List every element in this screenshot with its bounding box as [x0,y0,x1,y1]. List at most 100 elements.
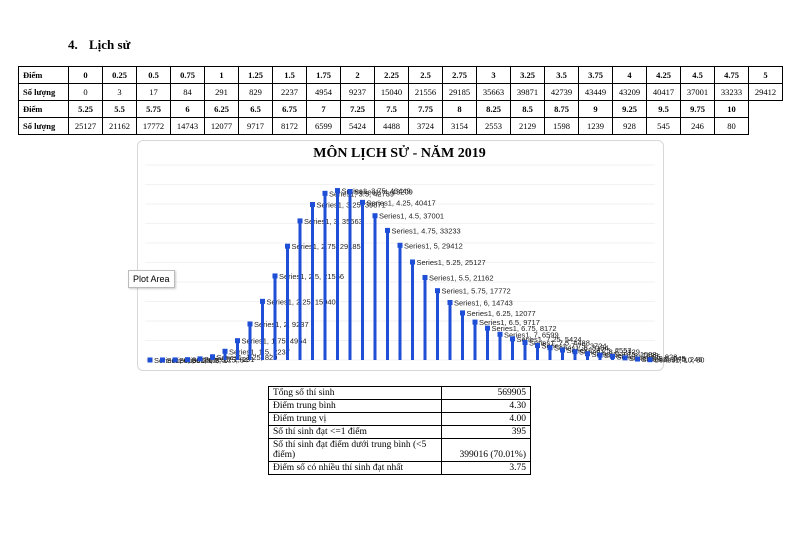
data-label: Series1, 5, 29412 [404,241,463,250]
bar[interactable] [398,245,402,360]
bar[interactable] [448,302,452,360]
bar[interactable] [336,190,339,360]
data-marker [335,188,340,194]
data-marker [585,351,590,357]
data-label: Series1, 1.25, 829 [217,353,278,362]
stats-value: 395 [441,425,531,439]
score-table-cell: 4488 [374,117,409,135]
bar[interactable] [323,193,327,360]
data-label: Series1, 5.25, 25127 [417,258,486,267]
bar[interactable] [386,230,389,360]
bar[interactable] [248,323,252,360]
bar[interactable] [473,322,477,360]
bar[interactable] [536,345,539,360]
score-table-cell: 8172 [272,117,307,135]
data-label: Series1, 1.5, 2237 [229,347,290,356]
data-label: Series1, 6.75, 8172 [492,324,557,333]
stats-label: Điểm số có nhiều thí sinh đạt nhất [268,461,442,475]
data-marker [272,273,278,279]
data-label: Series1, 6.5, 9717 [479,318,540,327]
score-table-cell: 29412 [748,83,783,101]
data-marker [222,348,228,354]
stats-row: Điểm trung vị 4.00 [268,412,531,426]
score-table-cell: 3154 [442,117,477,135]
bar[interactable] [561,350,564,360]
data-label: Series1, 10, 80 [654,356,704,365]
data-marker [422,274,428,280]
data-label: Series1, 9, 1239 [604,351,659,360]
bar[interactable] [223,351,227,360]
bar[interactable] [461,312,464,360]
bar[interactable] [286,246,289,360]
stats-row: Số thí sinh đạt điểm dưới trung bình (<5… [268,438,531,462]
bar[interactable] [573,351,577,360]
bar[interactable] [436,290,439,360]
data-label: Series1, 2, 9237 [254,320,309,329]
data-marker [297,218,303,224]
score-distribution-table: Điểm 0 0.25 0.5 0.75 1 1.25 1.5 1.75 2 2.25 2.5 2.75… [18,66,783,135]
bar[interactable] [311,204,314,360]
data-marker [460,310,465,316]
data-label: Series1, 4.75, 33233 [392,226,461,235]
stats-row: Điểm trung bình 4.30 [268,399,531,413]
data-marker [260,298,265,304]
data-label: Series1, 3, 35663 [304,217,363,226]
data-label: Series1, 5.5, 21162 [429,273,494,282]
chart-title: MÔN LỊCH SỬ - NĂM 2019 [313,146,486,161]
stats-row: Tổng số thí sinh 569905 [268,386,531,400]
data-marker [172,357,178,363]
data-marker [310,202,315,208]
data-marker [360,199,365,205]
data-marker [435,288,440,294]
bar[interactable] [423,277,427,360]
bar[interactable] [586,353,589,360]
score-table-cell: 80 [714,117,749,135]
stats-label: Điểm trung vị [268,412,442,426]
stats-value: 399016 (70.01%) [441,438,531,462]
data-marker [497,331,503,337]
bar[interactable] [236,340,239,360]
data-marker [622,355,628,361]
data-marker [385,227,390,233]
data-marker [560,347,565,353]
data-label: Series1, 9.25, 928 [617,352,678,361]
bar[interactable] [548,347,552,360]
data-label: Series1, 6, 14743 [454,299,513,308]
bar[interactable] [523,342,527,360]
section-title: Lịch sử [89,37,131,52]
stats-label: Tổng số thí sinh [268,386,442,400]
bar[interactable] [361,202,364,360]
bar[interactable] [411,262,414,360]
data-marker [635,356,640,362]
stats-value: 4.30 [441,399,531,413]
bar[interactable] [511,338,514,360]
data-label: Series1, 8.5, 2129 [579,348,640,357]
data-label: Series1, 8, 3154 [554,344,609,353]
data-marker [347,188,353,194]
data-label: Series1, 3.75, 43449 [342,187,411,196]
data-marker [485,325,490,331]
bar[interactable] [498,334,502,360]
data-marker [147,357,153,363]
data-marker [547,345,553,351]
bar[interactable] [348,191,352,360]
bar[interactable] [273,275,277,360]
stats-value: 4.00 [441,412,531,426]
data-marker [447,300,453,306]
stats-label: Số thí sinh đạt <=1 điểm [268,425,442,439]
data-marker [210,354,215,360]
bar[interactable] [373,215,377,360]
data-label: Series1, 7.5, 4488 [529,338,590,347]
section-heading: 4. Lịch sử [68,37,130,53]
data-marker [535,342,540,348]
bar[interactable] [486,328,489,360]
data-label: Series1, 3.5, 42739 [329,189,394,198]
data-label: Series1, 8.25, 2553 [567,346,632,355]
bar[interactable] [261,301,264,360]
data-label: Series1, 0.75, 84 [192,356,249,365]
data-label: Series1, 7, 6599 [504,330,559,339]
data-marker [235,338,240,344]
data-label: Series1, 4.5, 37001 [379,212,444,221]
bar[interactable] [298,220,302,360]
data-marker [647,357,653,363]
